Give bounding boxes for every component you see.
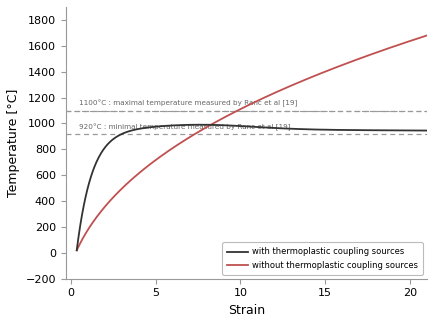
Text: 920°C : minimal temperature measured by Ranc et al [19]: 920°C : minimal temperature measured by … — [79, 123, 291, 131]
Text: 1100°C : maximal temperature measured by Ranc et al [19]: 1100°C : maximal temperature measured by… — [79, 100, 298, 107]
Y-axis label: Temperature [°C]: Temperature [°C] — [7, 89, 20, 197]
X-axis label: Strain: Strain — [228, 304, 265, 317]
Legend: with thermoplastic coupling sources, without thermoplastic coupling sources: with thermoplastic coupling sources, wit… — [222, 242, 423, 275]
